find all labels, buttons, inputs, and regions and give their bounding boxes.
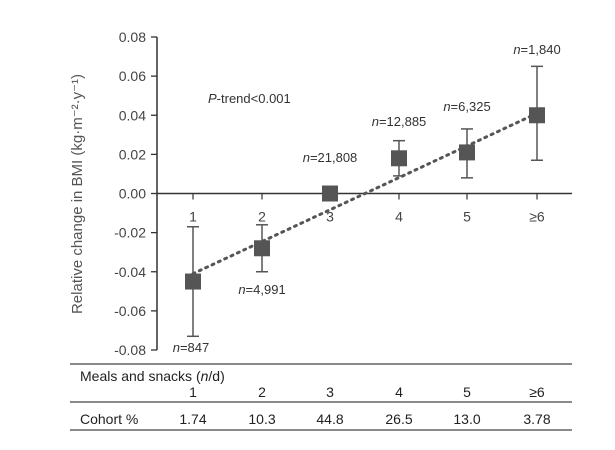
n-label: n=12,885	[372, 114, 427, 129]
data-point	[529, 107, 545, 124]
n-label: n=1,840	[513, 42, 560, 57]
table-cell: 10.3	[248, 411, 275, 427]
data-point	[322, 185, 338, 202]
x-tick-label: 5	[463, 209, 471, 225]
y-tick-label: -0.02	[114, 225, 146, 241]
trend-line	[191, 111, 539, 276]
x-tick-label: 4	[395, 209, 403, 225]
n-label: n=21,808	[303, 150, 358, 165]
y-tick-label: -0.06	[114, 303, 146, 319]
data-point	[185, 273, 201, 290]
table-column-header: 2	[258, 384, 266, 400]
table-column-header: 4	[395, 384, 403, 400]
table-column-header: 3	[326, 384, 334, 400]
y-tick-label: 0.04	[119, 107, 146, 123]
table-column-header: 5	[463, 384, 471, 400]
y-tick-label: 0.08	[119, 29, 146, 45]
table-cell: 44.8	[316, 411, 343, 427]
y-tick-label: -0.04	[114, 264, 146, 280]
table-row-label: Cohort %	[80, 411, 138, 427]
y-tick-label: -0.08	[114, 342, 146, 358]
table-header-label: Meals and snacks (n/d)	[80, 368, 225, 384]
y-tick-label: 0.00	[119, 186, 146, 202]
table-cell: 26.5	[385, 411, 412, 427]
x-tick-label: 2	[258, 209, 266, 225]
table-column-header: 1	[189, 384, 197, 400]
x-tick-label: 3	[326, 209, 334, 225]
data-point	[391, 150, 407, 167]
table-cell: 3.78	[523, 411, 550, 427]
n-label: n=847	[173, 340, 210, 355]
x-tick-label: ≥6	[529, 209, 545, 225]
table-cell: 13.0	[453, 411, 480, 427]
data-point	[459, 144, 475, 161]
n-label: n=4,991	[238, 282, 285, 297]
x-tick-label: 1	[189, 209, 197, 225]
n-label: n=6,325	[443, 99, 490, 114]
y-tick-label: 0.02	[119, 146, 146, 162]
data-point	[254, 240, 270, 257]
y-tick-label: 0.06	[119, 68, 146, 84]
y-axis-label: Relative change in BMI (kg·m⁻²·y⁻¹)	[69, 74, 86, 314]
table-column-header: ≥6	[529, 384, 545, 400]
p-trend-annotation: P-trend<0.001	[208, 91, 291, 106]
table-cell: 1.74	[179, 411, 206, 427]
